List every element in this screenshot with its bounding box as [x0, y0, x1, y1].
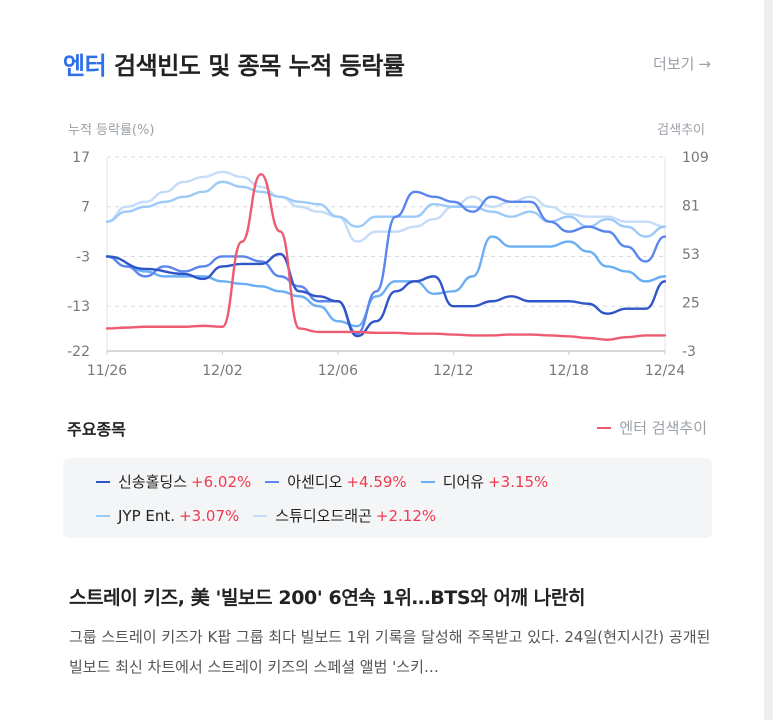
series-line-stock	[105, 252, 667, 338]
y-left-tick-label: 17	[72, 150, 90, 166]
page-edge	[764, 0, 773, 720]
series-line-stock	[105, 170, 667, 243]
news-title[interactable]: 스트레이 키즈, 美 '빌보드 200' 6연속 1위…BTS와 어깨 나란히	[69, 587, 586, 609]
stock-swatch	[265, 480, 280, 483]
stock-swatch	[96, 480, 110, 483]
stock-name: 아센디오	[287, 473, 343, 491]
x-tick-label: 12/24	[645, 363, 685, 379]
right-axis-label: 검색추이	[657, 123, 705, 138]
trend-chart: 누적 등락률(%) 검색추이 17 7 -3 -13 -22 109 81 53 25 -3 11/26…	[67, 123, 709, 379]
stock-name: 스튜디오드래곤	[275, 507, 372, 525]
x-tick-label: 12/06	[318, 363, 358, 379]
stock-legend-box: 신송홀딩스 +6.02% 아센디오 +4.59% 디어유 +3.15% JYP …	[63, 458, 712, 538]
stock-item[interactable]: 디어유 +3.15%	[420, 471, 549, 492]
y-right-tick-label: 53	[682, 247, 700, 263]
stock-change: +6.02%	[191, 472, 252, 491]
y-left-tick-label: -3	[76, 249, 90, 265]
left-axis-label: 누적 등락률(%)	[68, 123, 154, 138]
y-right-tick-label: 25	[682, 296, 700, 312]
x-tick-label: 12/02	[202, 363, 242, 379]
stock-name: JYP Ent.	[118, 506, 176, 525]
stock-swatch	[253, 514, 268, 517]
stock-swatch	[96, 514, 110, 517]
title-accent: 엔터	[63, 52, 107, 80]
section-label: 주요종목	[67, 420, 126, 439]
stock-swatch	[420, 480, 435, 483]
stock-item[interactable]: 스튜디오드래곤 +2.12%	[253, 505, 436, 526]
y-left-tick-label: 7	[81, 200, 90, 216]
legend-search-label: 엔터 검색추이	[619, 419, 707, 437]
news-summary[interactable]: 그룹 스트레이 키즈가 K팝 그룹 최다 빌보드 1위 기록을 달성해 주목받고…	[69, 628, 711, 676]
stock-change: +3.15%	[488, 472, 549, 491]
stock-change: +2.12%	[375, 506, 437, 525]
y-right-tick-label: 109	[682, 150, 709, 166]
y-right-tick-label: -3	[682, 344, 696, 360]
series-line-stock	[105, 235, 667, 328]
y-right-tick-label: 81	[682, 199, 700, 215]
stock-item[interactable]: JYP Ent. +3.07%	[96, 507, 239, 525]
more-label: 더보기	[653, 55, 695, 73]
series-line-stock	[105, 190, 667, 335]
y-left-tick-label: -13	[67, 299, 90, 315]
series-line-search-trend	[105, 173, 667, 341]
stock-row-2: JYP Ent. +3.07% 스튜디오드래곤 +2.12%	[96, 505, 450, 526]
y-left-tick-label: -22	[67, 344, 90, 360]
more-link[interactable]: 더보기 →	[653, 53, 711, 74]
stock-row-1: 신송홀딩스 +6.02% 아센디오 +4.59% 디어유 +3.15%	[96, 471, 562, 492]
stock-name: 신송홀딩스	[118, 473, 188, 491]
stock-change: +3.07%	[179, 506, 240, 525]
x-tick-label: 12/12	[433, 363, 473, 379]
title-rest: 검색빈도 및 종목 누적 등락률	[114, 52, 405, 80]
arrow-right-icon: →	[698, 55, 711, 73]
page-title: 엔터 검색빈도 및 종목 누적 등락률	[63, 46, 405, 81]
legend-search-trend: 엔터 검색추이	[597, 417, 707, 438]
stock-item[interactable]: 신송홀딩스 +6.02%	[96, 471, 251, 492]
series-line-stock	[105, 180, 667, 238]
x-tick-label: 11/26	[87, 363, 127, 379]
x-tick-label: 12/18	[549, 363, 589, 379]
stock-change: +4.59%	[346, 472, 407, 491]
legend-search-swatch	[597, 426, 612, 429]
stock-item[interactable]: 아센디오 +4.59%	[265, 471, 407, 492]
stock-name: 디어유	[442, 473, 485, 491]
